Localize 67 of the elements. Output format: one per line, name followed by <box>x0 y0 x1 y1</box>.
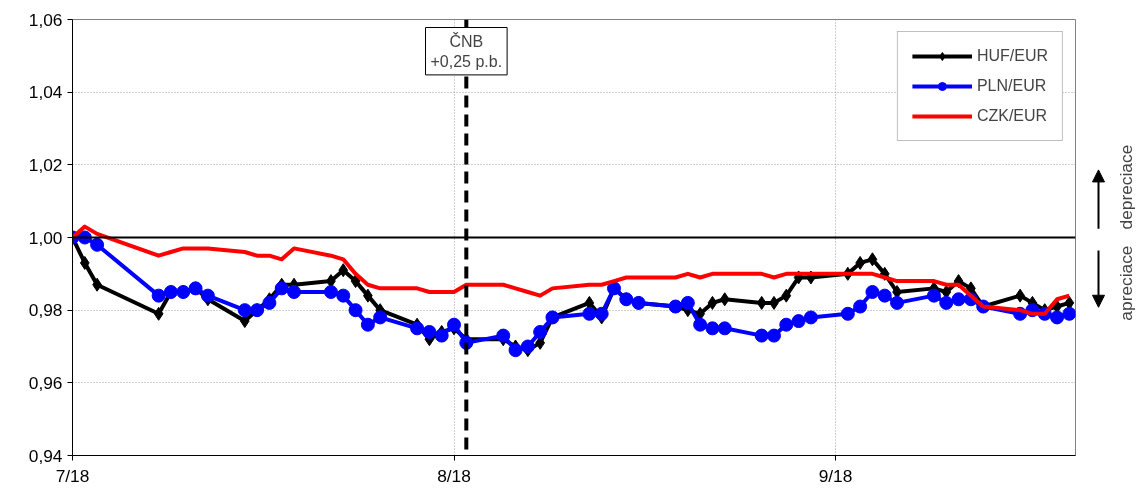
point <box>926 288 941 303</box>
point <box>508 343 523 358</box>
x-tick-label: 9/18 <box>818 465 853 486</box>
y-tick-label: 1,00 <box>28 227 63 248</box>
point <box>200 288 215 303</box>
point <box>754 328 769 343</box>
point <box>496 328 511 343</box>
point <box>323 285 338 299</box>
point <box>867 252 878 267</box>
point <box>434 328 449 343</box>
point <box>410 321 425 336</box>
point <box>680 295 695 310</box>
legend-label: HUF/EUR <box>976 47 1048 65</box>
point <box>890 295 905 310</box>
point <box>791 314 806 329</box>
x-tick-label: 7/18 <box>55 465 90 486</box>
point <box>360 317 375 332</box>
y-tick-label: 0,96 <box>28 372 63 393</box>
point <box>779 317 794 332</box>
point <box>840 306 855 321</box>
y-tick-label: 1,02 <box>28 154 63 175</box>
point <box>520 339 535 354</box>
point <box>447 317 462 332</box>
point <box>705 321 720 336</box>
y-tick-label: 0,98 <box>28 300 63 321</box>
point <box>153 306 164 321</box>
point <box>951 292 966 307</box>
point <box>1050 310 1065 325</box>
legend-label: CZK/EUR <box>976 107 1048 125</box>
text: depreciace <box>1115 144 1136 230</box>
point <box>707 295 718 310</box>
y-tick-label: 1,04 <box>28 82 63 103</box>
point <box>79 255 90 270</box>
point <box>350 274 361 289</box>
point <box>151 288 166 303</box>
point <box>336 288 351 303</box>
point <box>533 324 548 339</box>
point <box>237 303 252 318</box>
point <box>756 295 767 310</box>
point <box>239 314 250 329</box>
point <box>582 306 597 321</box>
text: apreciace <box>1115 245 1136 321</box>
point <box>766 328 781 343</box>
point <box>719 292 730 307</box>
point <box>422 324 437 339</box>
ref-line-label: ČNB +0,25 p.b. <box>430 31 503 70</box>
point <box>1062 306 1076 321</box>
point <box>338 263 349 278</box>
point <box>274 281 289 296</box>
point <box>865 285 880 299</box>
point <box>803 310 818 325</box>
point <box>853 299 868 314</box>
point <box>90 237 105 252</box>
point <box>877 288 892 303</box>
point <box>693 317 708 332</box>
point <box>373 310 388 325</box>
point <box>287 285 302 299</box>
y-tick-label: 1,06 <box>28 9 63 30</box>
point <box>939 295 954 310</box>
point <box>348 303 363 318</box>
x-tick-label: 8/18 <box>437 465 471 486</box>
point <box>594 306 609 321</box>
y-tick-label: 0,94 <box>28 445 63 466</box>
point <box>781 288 792 303</box>
legend-label: PLN/EUR <box>976 77 1047 95</box>
point <box>717 321 732 336</box>
point <box>584 295 595 310</box>
